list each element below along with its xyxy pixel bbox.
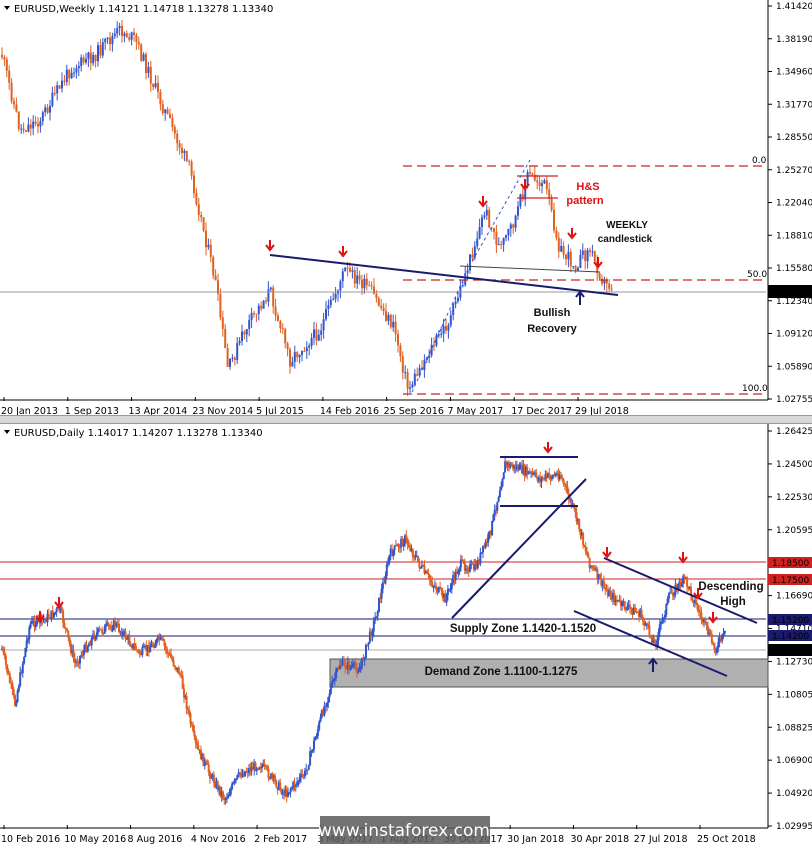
weekly-price-tick: 1.38190 <box>776 35 812 45</box>
daily-date-tick: 30 Jan 2018 <box>507 834 564 845</box>
weekly-date-tick: 17 Dec 2017 <box>511 406 572 415</box>
fib-50-label: 50.0 <box>747 270 767 280</box>
daily-date-tick: 10 Feb 2016 <box>1 834 60 845</box>
hs-label: H&S pattern <box>566 181 604 207</box>
daily-price-tick: 1.16690 <box>776 592 812 602</box>
fib-0-label: 0.0 <box>752 156 767 166</box>
daily-up-arrow <box>648 657 658 672</box>
weekly-price-tick: 1.05890 <box>776 362 812 372</box>
level-1-14200: 1.14200 <box>772 632 809 642</box>
weekly-price-tick: 1.09120 <box>776 330 812 340</box>
daily-price-tick: 1.22530 <box>776 493 812 503</box>
watermark: www.instaforex.com <box>318 821 490 841</box>
daily-price-tick: 1.10805 <box>776 690 812 700</box>
weekly-arrows <box>265 179 603 269</box>
daily-header: EURUSD,Daily 1.14017 1.14207 1.13278 1.1… <box>14 428 263 439</box>
weekly-price-tick: 1.25270 <box>776 166 812 176</box>
daily-arrows <box>35 442 718 624</box>
weekly-price-tick: 1.34960 <box>776 68 812 78</box>
weekly-date-tick: 1 Sep 2013 <box>65 406 119 415</box>
weekly-date-tick: 13 Apr 2014 <box>129 406 188 415</box>
weekly-price-tick: 1.02755 <box>776 395 812 405</box>
descending-high-label: Descending High <box>698 581 763 608</box>
weekly-date-tick: 23 Nov 2014 <box>192 406 253 415</box>
descending-low-line <box>573 610 728 677</box>
daily-uptrend-line <box>451 478 587 619</box>
weekly-price-tick: 1.41420 <box>776 2 812 12</box>
daily-date-tick: 30 Apr 2018 <box>570 834 629 845</box>
daily-price-tick: 1.04920 <box>776 789 812 799</box>
level-1-17500: 1.17500 <box>772 576 809 586</box>
demand-zone-label: Demand Zone 1.1100-1.1275 <box>425 666 578 678</box>
descending-high-line <box>603 557 758 624</box>
weekly-date-tick: 14 Feb 2016 <box>320 406 379 415</box>
daily-date-tick: 10 May 2016 <box>64 834 126 845</box>
daily-date-tick: 25 Oct 2018 <box>697 834 756 845</box>
daily-price-tick: 1.24500 <box>776 460 812 470</box>
weekly-date-tick: 25 Sep 2016 <box>384 406 444 415</box>
demand-zone <box>329 658 769 688</box>
weekly-price-tick: 1.22040 <box>776 199 812 209</box>
daily-price-tick: 1.12730 <box>776 657 812 667</box>
weekly-date-tick: 29 Jul 2018 <box>575 406 629 415</box>
bullish-recovery-label: Bullish Recovery <box>527 307 577 335</box>
daily-chart-panel[interactable]: Supply Zone 1.1420-1.1520 Demand Zone 1.… <box>0 424 812 846</box>
daily-price-tick: 1.20595 <box>776 526 812 536</box>
weekly-price-tick: 1.15580 <box>776 264 812 274</box>
daily-date-tick: 27 Jul 2018 <box>634 834 688 845</box>
panel-separator[interactable] <box>0 415 812 424</box>
level-1-18500: 1.18500 <box>772 559 809 569</box>
weekly-price-tick: 1.12340 <box>776 297 812 307</box>
weekly-chart[interactable]: 0.0 50.0 100.0 H&S pattern <box>0 0 812 417</box>
weekly-date-tick: 20 Jan 2013 <box>1 406 58 415</box>
weekly-price-tick: 1.18810 <box>776 231 812 241</box>
supply-zone-label: Supply Zone 1.1420-1.1520 <box>450 623 596 635</box>
daily-price-tick: 1.08825 <box>776 723 812 733</box>
daily-date-tick: 2 Feb 2017 <box>254 834 307 845</box>
daily-date-tick: 8 Aug 2016 <box>128 834 183 845</box>
daily-chart[interactable]: Supply Zone 1.1420-1.1520 Demand Zone 1.… <box>0 424 812 846</box>
weekly-date-tick: 5 Jul 2015 <box>256 406 304 415</box>
weekly-up-arrow <box>575 290 585 305</box>
weekly-price-tick: 1.31770 <box>776 100 812 110</box>
daily-current-price: 1.13340 <box>772 647 809 657</box>
fib-100-label: 100.0 <box>742 384 768 394</box>
daily-price-tick: 1.14710 <box>776 625 812 635</box>
daily-price-tick: 1.26425 <box>776 427 812 437</box>
hs-neckline <box>459 265 601 273</box>
level-1-15200: 1.15200 <box>772 616 809 626</box>
daily-price-tick: 1.06900 <box>776 756 812 766</box>
weekly-trendline <box>269 254 619 296</box>
weekly-chart-panel[interactable]: 0.0 50.0 100.0 H&S pattern <box>0 0 812 417</box>
daily-date-tick: 4 Nov 2016 <box>191 834 246 845</box>
weekly-price-tick: 1.28550 <box>776 133 812 143</box>
daily-price-tick: 1.02995 <box>776 822 812 832</box>
weekly-header: EURUSD,Weekly 1.14121 1.14718 1.13278 1.… <box>14 4 273 15</box>
weekly-candlestick-label: WEEKLY candlestick <box>598 220 653 245</box>
weekly-date-tick: 7 May 2017 <box>447 406 503 415</box>
weekly-current-price: 1.13340 <box>772 288 809 298</box>
